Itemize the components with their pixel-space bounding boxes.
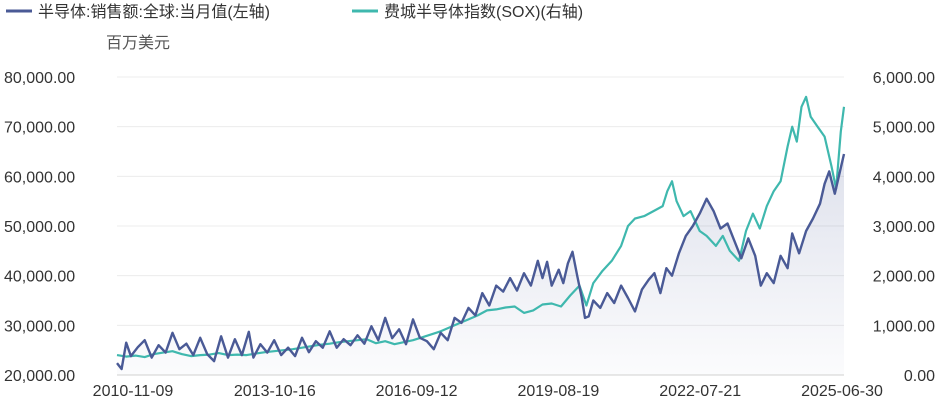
left-tick-label: 70,000.00 <box>4 120 75 137</box>
x-tick-label: 2016-09-12 <box>376 383 458 400</box>
legend-label-sox: 费城半导体指数(SOX)(右轴) <box>384 3 583 21</box>
series-sales-line <box>116 153 846 371</box>
legend-label-sales: 半导体:销售额:全球:当月值(左轴) <box>38 3 270 21</box>
left-tick-label: 20,000.00 <box>4 368 75 385</box>
right-tick-label: 0.00 <box>904 368 935 385</box>
legend-item-sales[interactable]: 半导体:销售额:全球:当月值(左轴) <box>6 3 270 21</box>
right-tick-label: 4,000.00 <box>873 169 935 186</box>
legend[interactable]: 半导体:销售额:全球:当月值(左轴) 费城半导体指数(SOX)(右轴) <box>6 3 583 21</box>
right-tick-label: 6,000.00 <box>873 70 935 87</box>
left-tick-label: 40,000.00 <box>4 269 75 286</box>
x-tick-label: 2025-06-30 <box>801 383 883 400</box>
right-tick-label: 3,000.00 <box>873 219 935 236</box>
legend-item-sox[interactable]: 费城半导体指数(SOX)(右轴) <box>352 3 583 21</box>
left-tick-label: 30,000.00 <box>4 318 75 335</box>
right-tick-label: 2,000.00 <box>873 269 935 286</box>
x-tick-label: 2019-08-19 <box>517 383 599 400</box>
y-unit-label: 百万美元 <box>106 34 170 52</box>
x-tick-label: 2010-11-09 <box>93 383 174 400</box>
x-axis-ticks: 2010-11-09 2013-10-16 2016-09-12 2019-08-19… <box>93 383 883 400</box>
left-tick-label: 60,000.00 <box>4 169 75 186</box>
right-tick-label: 1,000.00 <box>873 318 935 335</box>
left-tick-label: 80,000.00 <box>4 70 75 87</box>
x-tick-label: 2022-07-21 <box>659 383 741 400</box>
x-tick-label: 2013-10-16 <box>234 383 316 400</box>
series-sales-area <box>117 154 844 375</box>
left-axis-ticks: 20,000.00 30,000.00 40,000.00 50,000.00 60,0… <box>4 70 75 385</box>
right-axis-ticks: 0.00 1,000.00 2,000.00 3,000.00 4,000.00 5,00… <box>873 70 935 385</box>
right-tick-label: 5,000.00 <box>873 120 935 137</box>
left-tick-label: 50,000.00 <box>4 219 75 236</box>
